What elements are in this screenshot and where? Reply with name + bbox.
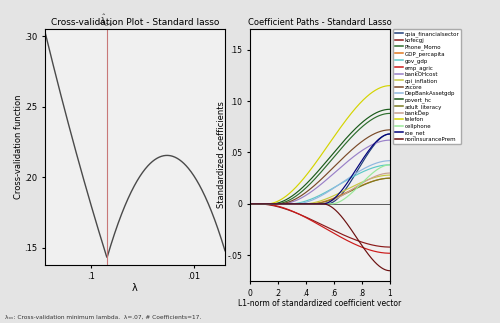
Text: λₒᵥ: Cross-validation minimum lambda.  λ=.07, # Coefficients=17.: λₒᵥ: Cross-validation minimum lambda. λ=… xyxy=(5,315,201,320)
X-axis label: λ: λ xyxy=(132,283,138,293)
Title: Cross-validation Plot - Standard lasso: Cross-validation Plot - Standard lasso xyxy=(51,18,219,27)
Title: Coefficient Paths - Standard Lasso: Coefficient Paths - Standard Lasso xyxy=(248,18,392,27)
Legend: cpia_financialsector, kofecgj, Phone_Momo, GDP_percapita, gov_gdp, emp_agric, ba: cpia_financialsector, kofecgj, Phone_Mom… xyxy=(393,29,462,144)
Text: $\hat{\lambda}_{cv}$: $\hat{\lambda}_{cv}$ xyxy=(100,13,114,29)
Y-axis label: Standardized coefficients: Standardized coefficients xyxy=(217,102,226,208)
X-axis label: L1-norm of standardized coefficient vector: L1-norm of standardized coefficient vect… xyxy=(238,299,402,308)
Y-axis label: Cross-validation function: Cross-validation function xyxy=(14,95,22,199)
